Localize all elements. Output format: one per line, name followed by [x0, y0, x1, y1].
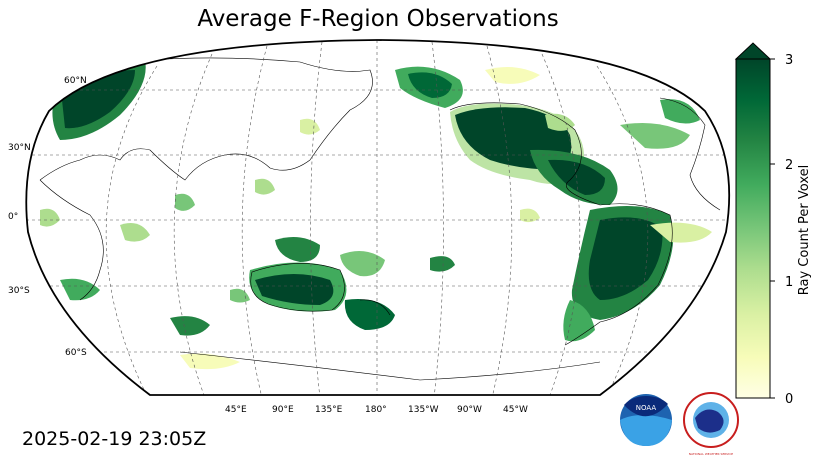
lat-label: 60°N	[64, 76, 87, 86]
lon-label: 135°W	[408, 405, 439, 415]
lat-label: 30°N	[8, 143, 31, 153]
lon-label: 90°E	[272, 405, 294, 415]
svg-text:NOAA: NOAA	[636, 404, 657, 412]
map-title: Average F-Region Observations	[197, 6, 559, 32]
colorbar-scale	[735, 58, 771, 399]
lon-label: 135°E	[315, 405, 343, 415]
lat-label: 0°	[8, 212, 18, 222]
colorbar-tick: 2	[785, 158, 793, 173]
lat-label: 30°S	[8, 286, 30, 296]
colorbar-tick: 3	[785, 53, 793, 68]
noaa-logo: NOAA	[620, 394, 672, 446]
colorbar-label: Ray Count Per Voxel	[797, 165, 812, 295]
lon-label: 180°	[365, 405, 387, 415]
svg-text:NATIONAL WEATHER SERVICE: NATIONAL WEATHER SERVICE	[689, 452, 734, 456]
map-body	[26, 40, 730, 395]
colorbar-tick: 0	[785, 392, 793, 407]
map-outline	[25, 39, 731, 396]
lon-label: 45°W	[503, 405, 528, 415]
coastlines	[39, 57, 721, 381]
nws-logo: NATIONAL WEATHER SERVICE	[683, 392, 739, 456]
latitude-labels: 60°N 30°N 0° 30°S 60°S	[8, 76, 87, 358]
graticule	[26, 40, 730, 395]
lat-label: 60°S	[65, 348, 87, 358]
colorbar: 3 2 1 0 Ray Count Per Voxel	[734, 42, 812, 407]
longitude-labels: 45°E 90°E 135°E 180° 135°W 90°W 45°W	[225, 405, 528, 415]
lon-label: 90°W	[457, 405, 482, 415]
lon-label: 45°E	[225, 405, 247, 415]
colorbar-tick: 1	[785, 275, 793, 290]
colorbar-extend-arrow	[734, 42, 772, 60]
timestamp: 2025-02-19 23:05Z	[22, 428, 207, 450]
